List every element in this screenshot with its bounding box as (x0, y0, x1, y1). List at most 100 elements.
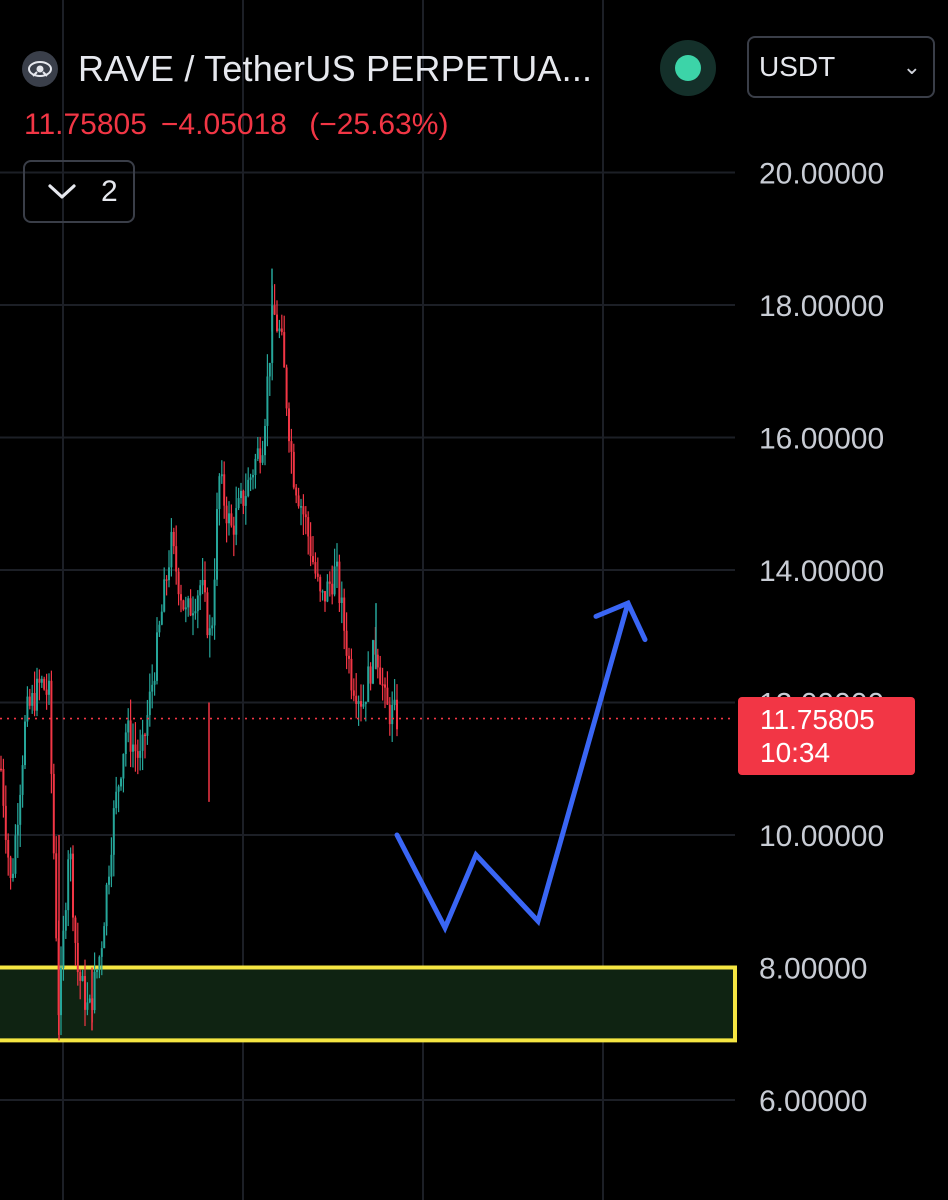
candle-down (79, 972, 82, 981)
support-zone[interactable] (0, 965, 737, 1043)
candle-up (252, 475, 254, 478)
candle-down (180, 594, 182, 601)
candle-down (33, 693, 36, 711)
candle-down (172, 531, 175, 547)
candle-up (216, 509, 218, 580)
candle-down (328, 581, 331, 584)
price-label-value: 11.75805 (760, 704, 875, 735)
indicators-collapse-button[interactable]: 2 (23, 160, 135, 223)
candle-up (340, 597, 343, 604)
candle-down (52, 773, 55, 854)
candle-down (312, 556, 314, 563)
candle-up (14, 835, 17, 874)
candle-down (369, 666, 372, 684)
candle-up (40, 678, 43, 683)
candle-down (283, 332, 286, 368)
candle-up (86, 1002, 89, 1010)
candle-down (177, 571, 180, 595)
candle-up (117, 786, 120, 792)
market-open-dot-icon[interactable] (660, 40, 716, 96)
projection-arrowhead[interactable] (593, 599, 648, 643)
candle-up (127, 720, 130, 733)
candle-up (160, 611, 163, 625)
candle-down (345, 630, 348, 656)
candle-down (242, 490, 245, 506)
candle-up (26, 696, 29, 722)
support-zone-rect[interactable] (0, 965, 737, 1043)
candle-up (170, 531, 173, 568)
projection-path[interactable] (394, 600, 631, 934)
price-change-pct: (−25.63%) (309, 108, 449, 141)
candle-up (16, 824, 19, 836)
candle-down (206, 592, 209, 636)
candle-up (141, 734, 144, 751)
candle-up (249, 477, 252, 480)
candle-down (280, 328, 283, 333)
candle-up (321, 591, 324, 593)
price-change: −4.05018 (160, 108, 287, 141)
candle-up (139, 750, 142, 758)
chevron-down-icon (48, 183, 76, 199)
candle-down (7, 839, 10, 858)
candle-down (84, 976, 86, 1010)
candle-up (213, 579, 216, 626)
candle-up (132, 744, 134, 752)
candle-down (314, 562, 317, 574)
candle-up (367, 666, 370, 702)
candle-down (230, 513, 233, 526)
candle-down (129, 720, 132, 752)
candle-down (55, 853, 58, 939)
candle-up (362, 704, 365, 707)
candle-down (319, 576, 322, 592)
candle-up (19, 794, 22, 825)
candle-up (261, 455, 264, 463)
symbol-header[interactable]: RAVE / TetherUS PERPETUA... (22, 44, 592, 94)
price-axis[interactable]: 20.0000018.0000016.0000014.0000012.00000… (759, 158, 884, 1119)
candle-up (192, 613, 194, 616)
candle-up (235, 508, 238, 535)
rave-logo-icon (22, 51, 58, 87)
projection-arrow[interactable] (394, 599, 648, 934)
candle-up (336, 561, 338, 567)
candle-up (67, 859, 70, 911)
candle-down (352, 690, 355, 696)
candle-down (324, 591, 326, 602)
candle-up (364, 701, 367, 705)
candle-up (36, 678, 38, 711)
candle-up (228, 513, 230, 524)
candle-down (2, 769, 5, 806)
candle-up (218, 476, 221, 510)
candle-down (288, 408, 290, 442)
candle-down (316, 573, 319, 577)
candle-up (220, 474, 223, 477)
candle-down (144, 734, 146, 737)
candle-down (350, 658, 353, 691)
candle-down (259, 448, 262, 463)
candle-down (396, 699, 398, 730)
candle-down (28, 696, 31, 706)
candle-up (158, 624, 161, 633)
candle-down (4, 805, 7, 840)
price-axis-tick-label: 8.00000 (759, 953, 867, 986)
symbol-title[interactable]: RAVE / TetherUS PERPETUA... (78, 48, 593, 89)
candle-up (98, 956, 101, 970)
candle-down (189, 598, 192, 616)
candle-up (62, 930, 65, 968)
candle-up (96, 969, 98, 973)
candle-down (9, 857, 12, 879)
candle-up (256, 448, 259, 459)
candle-up (112, 808, 115, 855)
candle-down (376, 654, 379, 668)
candle-up (120, 778, 122, 787)
candle-down (136, 751, 139, 758)
current-price-label: 11.75805 10:34 (738, 697, 915, 775)
currency-select[interactable]: USDT ⌄ (747, 36, 935, 98)
price-axis-tick-label: 6.00000 (759, 1085, 867, 1118)
candle-down (304, 514, 307, 518)
price-axis-tick-label: 20.00000 (759, 158, 884, 191)
candle-up (357, 701, 360, 704)
candle-up (247, 479, 250, 497)
candle-up (110, 854, 113, 877)
candle-up (31, 693, 34, 706)
